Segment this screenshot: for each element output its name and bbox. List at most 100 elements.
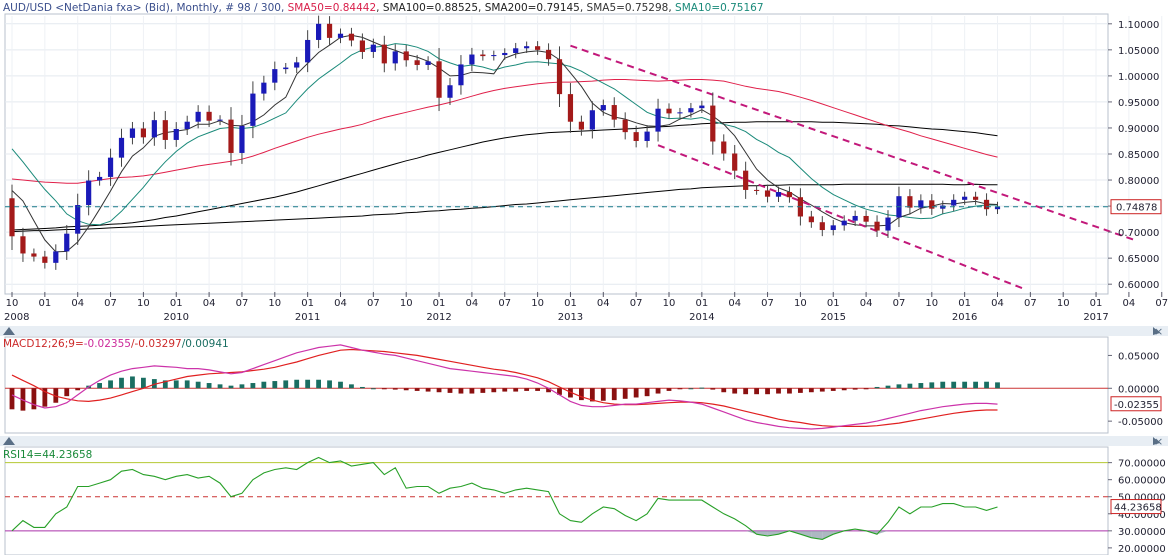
- candle-body[interactable]: [86, 180, 92, 206]
- candle-body[interactable]: [600, 105, 606, 111]
- collapse-triangle-icon[interactable]: [3, 327, 15, 335]
- candle-body[interactable]: [337, 33, 344, 38]
- trend-channel-line[interactable]: [657, 144, 1024, 290]
- candle-body[interactable]: [578, 121, 584, 130]
- candle-body[interactable]: [97, 176, 103, 181]
- collapse-triangle-icon[interactable]: [3, 437, 15, 445]
- candle-body[interactable]: [261, 82, 267, 94]
- candle-body[interactable]: [786, 192, 793, 198]
- candle-body[interactable]: [962, 196, 968, 200]
- candle-body[interactable]: [9, 198, 15, 237]
- candle-body[interactable]: [710, 105, 716, 142]
- candle-body[interactable]: [633, 132, 639, 141]
- candle-body[interactable]: [20, 236, 26, 254]
- candle-body[interactable]: [951, 199, 957, 206]
- candle-body[interactable]: [545, 49, 552, 60]
- candle-body[interactable]: [611, 105, 617, 120]
- candle-body[interactable]: [31, 253, 37, 257]
- candle-body[interactable]: [830, 225, 836, 231]
- candle-body[interactable]: [743, 170, 749, 190]
- candle-body[interactable]: [316, 23, 322, 40]
- candle-body[interactable]: [414, 60, 420, 65]
- candle-body[interactable]: [469, 54, 475, 65]
- candle-body[interactable]: [666, 108, 672, 114]
- candle-body[interactable]: [688, 108, 694, 113]
- candle-body[interactable]: [184, 121, 190, 130]
- candle-body[interactable]: [732, 153, 738, 171]
- candle-body[interactable]: [458, 64, 464, 86]
- candle-body[interactable]: [42, 256, 48, 263]
- macd-histogram-bar: [75, 388, 81, 391]
- candle-body[interactable]: [173, 129, 179, 140]
- candle-body[interactable]: [392, 51, 398, 64]
- candle-body[interactable]: [239, 125, 245, 153]
- candle-body[interactable]: [808, 216, 814, 223]
- candle-body[interactable]: [907, 196, 913, 208]
- candle-body[interactable]: [217, 119, 223, 121]
- candle-body[interactable]: [480, 54, 486, 57]
- candle-body[interactable]: [294, 62, 300, 68]
- candle-body[interactable]: [326, 23, 333, 38]
- candle-body[interactable]: [64, 233, 70, 252]
- candle-body[interactable]: [140, 128, 146, 138]
- candle-body[interactable]: [75, 205, 81, 234]
- candle-body[interactable]: [491, 55, 497, 57]
- trend-channel-line[interactable]: [570, 44, 1135, 241]
- close-icon[interactable]: ×: [1154, 435, 1163, 448]
- candle-body[interactable]: [841, 220, 847, 226]
- rsi-panel[interactable]: [4, 446, 1109, 555]
- candle-body[interactable]: [162, 120, 168, 140]
- candle-body[interactable]: [567, 94, 574, 122]
- candle-body[interactable]: [348, 33, 355, 41]
- collapse-triangle-icon[interactable]: [1153, 327, 1160, 335]
- close-icon[interactable]: ×: [1154, 325, 1163, 338]
- candle-body[interactable]: [283, 67, 289, 70]
- collapse-triangle-icon[interactable]: [1153, 437, 1160, 445]
- candle-body[interactable]: [721, 141, 727, 154]
- candle-body[interactable]: [819, 222, 825, 231]
- candle-body[interactable]: [195, 111, 201, 122]
- candle-body[interactable]: [359, 40, 365, 52]
- candle-body[interactable]: [53, 251, 59, 263]
- candle-body[interactable]: [305, 39, 311, 63]
- candle-body[interactable]: [874, 221, 880, 231]
- candle-body[interactable]: [403, 51, 409, 61]
- candle-body[interactable]: [524, 46, 530, 49]
- candle-body[interactable]: [852, 215, 858, 221]
- candle-body[interactable]: [994, 206, 1001, 210]
- candle-body[interactable]: [556, 59, 563, 95]
- candle-body[interactable]: [425, 61, 431, 65]
- candle-body[interactable]: [775, 192, 782, 197]
- candle-body[interactable]: [885, 217, 891, 231]
- candle-body[interactable]: [370, 44, 376, 52]
- candle-body[interactable]: [107, 157, 114, 177]
- month-tick-label: 10: [6, 298, 19, 309]
- candle-body[interactable]: [272, 69, 278, 83]
- candle-body[interactable]: [754, 189, 760, 191]
- candle-body[interactable]: [436, 61, 442, 98]
- candle-body[interactable]: [918, 200, 924, 208]
- candle-body[interactable]: [764, 190, 771, 197]
- candle-body[interactable]: [535, 46, 541, 50]
- candle-body[interactable]: [447, 85, 453, 98]
- candle-body[interactable]: [644, 131, 650, 141]
- candle-body[interactable]: [929, 200, 935, 209]
- candle-body[interactable]: [699, 105, 705, 109]
- candle-body[interactable]: [250, 93, 256, 126]
- candle-body[interactable]: [677, 112, 683, 114]
- candle-body[interactable]: [129, 128, 136, 138]
- candle-body[interactable]: [151, 120, 157, 138]
- candle-body[interactable]: [655, 108, 661, 132]
- candle-body[interactable]: [863, 215, 869, 222]
- candle-body[interactable]: [118, 137, 125, 158]
- candle-body[interactable]: [381, 44, 387, 64]
- candle-body[interactable]: [622, 119, 628, 133]
- macd-histogram-bar: [951, 381, 957, 389]
- candle-body[interactable]: [228, 119, 234, 153]
- candle-body[interactable]: [206, 111, 212, 121]
- candle-body[interactable]: [589, 110, 595, 130]
- candle-body[interactable]: [502, 52, 508, 56]
- candle-body[interactable]: [973, 196, 979, 200]
- candle-body[interactable]: [513, 48, 519, 53]
- candle-body[interactable]: [983, 199, 990, 210]
